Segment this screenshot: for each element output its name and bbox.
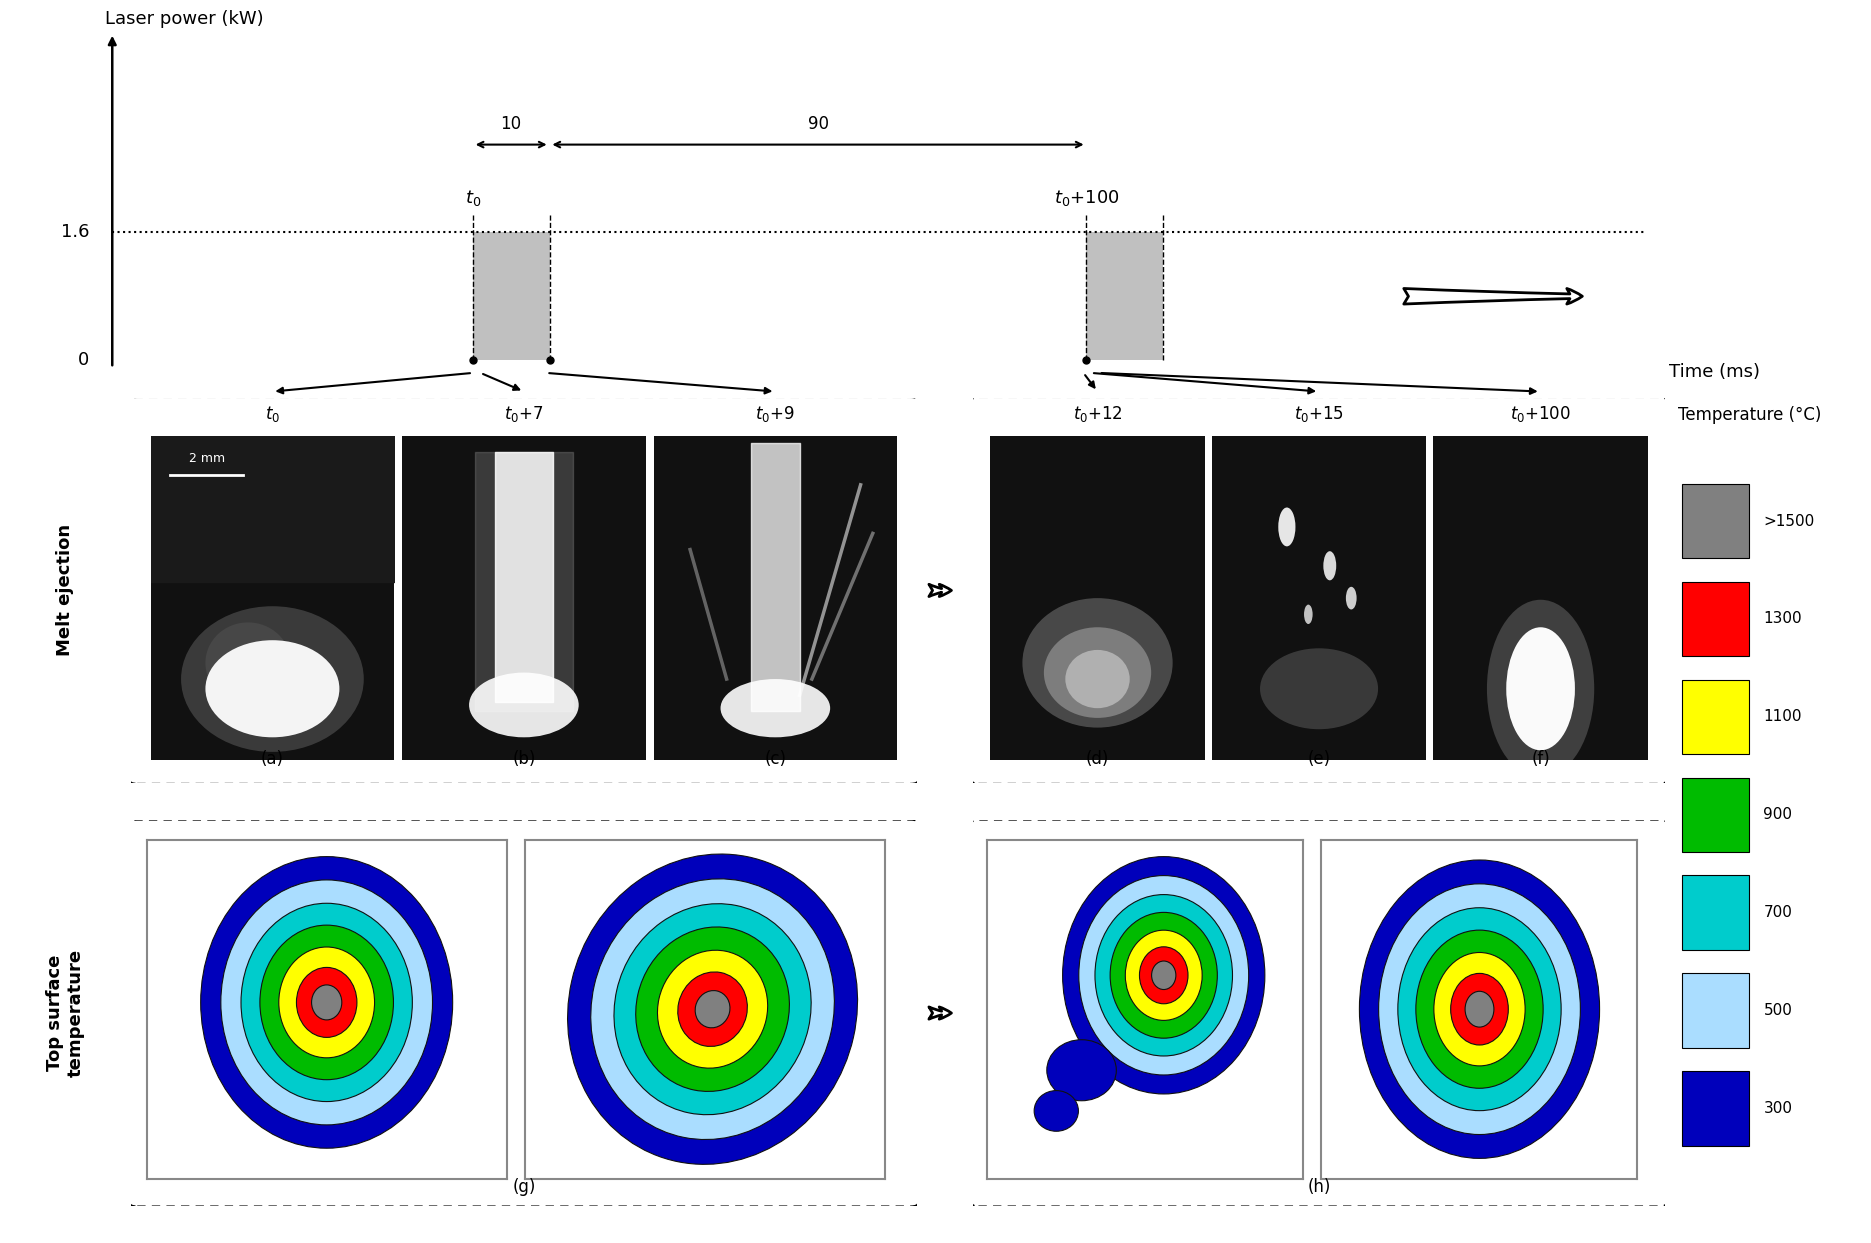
Text: $t_0$+100: $t_0$+100 [1053,189,1119,209]
Text: Temperature (°C): Temperature (°C) [1678,405,1822,424]
Bar [1682,680,1749,755]
Ellipse shape [1506,628,1575,751]
Ellipse shape [1035,1090,1078,1131]
Text: 300: 300 [1762,1101,1792,1116]
Ellipse shape [657,950,767,1068]
Ellipse shape [567,854,857,1165]
Text: 0: 0 [79,351,90,369]
Ellipse shape [696,991,730,1028]
Ellipse shape [1065,650,1130,709]
Ellipse shape [279,947,374,1058]
Ellipse shape [206,623,290,704]
Ellipse shape [1022,598,1173,727]
Ellipse shape [1398,907,1560,1111]
Text: 1100: 1100 [1762,710,1802,725]
Text: 1300: 1300 [1762,612,1802,626]
Ellipse shape [614,904,812,1115]
Text: >1500: >1500 [1762,513,1815,528]
Ellipse shape [1450,973,1508,1045]
Ellipse shape [1487,600,1594,778]
Text: (h): (h) [1308,1178,1330,1196]
Text: (b): (b) [513,751,535,768]
Bar [1682,484,1749,558]
Ellipse shape [470,672,578,737]
Ellipse shape [1063,856,1265,1094]
Ellipse shape [1151,961,1175,989]
Text: Top surface
temperature: Top surface temperature [47,948,84,1078]
Ellipse shape [1278,507,1295,547]
Ellipse shape [1110,912,1218,1038]
Ellipse shape [1465,991,1493,1027]
Text: Laser power (kW): Laser power (kW) [105,10,264,29]
Ellipse shape [636,927,790,1091]
Text: (f): (f) [1530,751,1549,768]
Bar [1682,973,1749,1048]
Text: (c): (c) [765,751,786,768]
Text: 10: 10 [501,116,522,133]
Text: 1.6: 1.6 [60,224,90,241]
Ellipse shape [1080,875,1248,1075]
Ellipse shape [1379,884,1581,1135]
Ellipse shape [1360,860,1600,1158]
Text: Melt ejection: Melt ejection [56,525,75,656]
Bar [1682,582,1749,656]
Text: $t_0$+9: $t_0$+9 [756,404,795,424]
Ellipse shape [221,880,432,1125]
Ellipse shape [1259,649,1379,730]
Ellipse shape [1124,930,1203,1021]
Ellipse shape [1046,1039,1117,1101]
Bar [1682,875,1749,950]
Text: 900: 900 [1762,807,1792,823]
Bar [1087,232,1164,360]
Ellipse shape [677,972,747,1047]
Text: (g): (g) [513,1178,535,1196]
Text: 2 mm: 2 mm [189,452,225,465]
Ellipse shape [260,925,393,1080]
Text: Time (ms): Time (ms) [1669,363,1761,382]
Text: $t_0$+15: $t_0$+15 [1295,404,1343,424]
Text: $t_0$+100: $t_0$+100 [1510,404,1572,424]
Bar [1682,778,1749,851]
Text: $t_0$: $t_0$ [266,404,281,424]
Ellipse shape [591,879,834,1140]
Ellipse shape [1095,895,1233,1057]
Ellipse shape [181,607,363,752]
Ellipse shape [296,967,357,1038]
Text: $t_0$: $t_0$ [464,189,481,209]
Text: 90: 90 [808,116,829,133]
Ellipse shape [312,984,342,1021]
Ellipse shape [720,679,831,737]
Ellipse shape [206,640,339,737]
Text: $t_0$+7: $t_0$+7 [503,404,544,424]
Ellipse shape [1304,604,1313,624]
Ellipse shape [241,904,412,1101]
Ellipse shape [1416,930,1544,1089]
Text: (e): (e) [1308,751,1330,768]
Text: (d): (d) [1085,751,1110,768]
Ellipse shape [1044,628,1151,718]
Text: 700: 700 [1762,905,1792,920]
Ellipse shape [1345,587,1356,609]
Ellipse shape [200,856,453,1149]
Bar [473,232,550,360]
Text: $t_0$+12: $t_0$+12 [1072,404,1123,424]
Ellipse shape [1323,551,1336,580]
Ellipse shape [1433,952,1525,1066]
Bar [1682,1071,1749,1146]
Text: (a): (a) [260,751,284,768]
Ellipse shape [1139,947,1188,1004]
Text: 500: 500 [1762,1003,1792,1018]
